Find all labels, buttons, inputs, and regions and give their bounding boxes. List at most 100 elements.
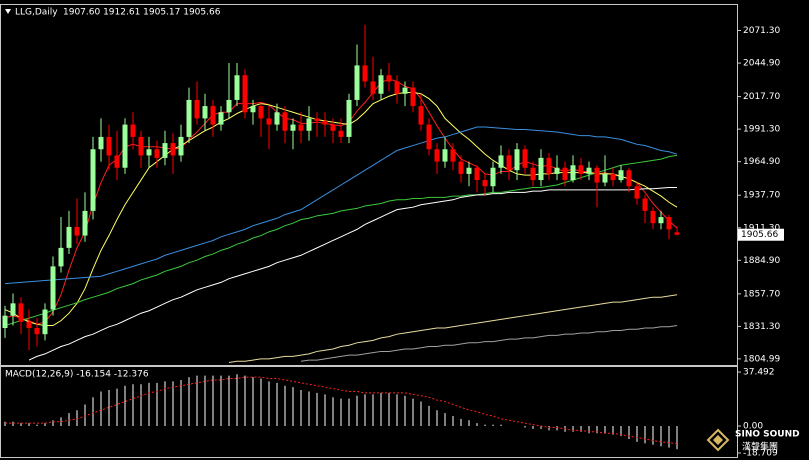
y-tick-label: 1911.30: [743, 223, 780, 233]
candle-body: [450, 149, 456, 162]
y-tick-label: 2071.30: [743, 26, 780, 36]
candle-body: [634, 186, 640, 199]
y-tick-label: 1937.70: [743, 191, 780, 201]
y-tick-label: 1964.90: [743, 157, 780, 167]
candle-body: [426, 124, 432, 150]
candle-body: [194, 99, 200, 119]
candle-body: [162, 143, 168, 158]
candle-body: [490, 167, 496, 187]
candle-body: [98, 136, 104, 150]
candle-body: [602, 173, 608, 183]
candle-body: [202, 106, 208, 119]
candle-body: [258, 106, 264, 119]
candle-body: [138, 136, 144, 156]
signal-line: [5, 376, 678, 445]
ohlc-header: 1907.60 1912.61 1905.17 1905.66: [63, 8, 221, 18]
candle-body: [370, 81, 376, 94]
candle-body: [346, 99, 352, 137]
last-price-box: [738, 228, 784, 241]
candle-body: [26, 321, 32, 329]
candle-body: [10, 303, 16, 316]
moving-average: [228, 294, 678, 364]
candle-body: [674, 232, 680, 235]
macd-title: MACD(12,26,9) -16.154 -12.376: [5, 370, 149, 380]
candle-body: [594, 167, 600, 183]
moving-average: [28, 186, 677, 361]
candle-body: [474, 167, 480, 181]
candle-body: [170, 143, 176, 156]
candle-body: [274, 112, 280, 125]
candle-body: [546, 157, 552, 174]
y-tick-label: 1831.30: [743, 322, 780, 332]
candle-body: [130, 124, 136, 137]
y-tick-label: 1804.99: [743, 354, 780, 364]
candle-body: [178, 136, 184, 156]
candle-body: [66, 226, 72, 248]
candle-body: [338, 130, 344, 137]
candle-body: [266, 118, 272, 125]
candle-body: [458, 161, 464, 174]
y-tick-label: -18.709: [743, 448, 778, 458]
watermark-subtitle: 漢聲集團: [742, 441, 778, 453]
candle-body: [226, 99, 232, 113]
candle-body: [554, 167, 560, 174]
candle-body: [146, 149, 152, 156]
price-panel-frame: [0, 4, 738, 366]
candle-body: [650, 210, 656, 224]
candle-body: [106, 136, 112, 156]
candle-body: [306, 118, 312, 131]
candle-body: [410, 87, 416, 107]
candle-body: [234, 75, 240, 100]
candle-body: [642, 198, 648, 211]
candle-body: [250, 106, 256, 113]
candle-body: [586, 167, 592, 174]
candle-body: [570, 165, 576, 181]
y-tick-label: 1857.70: [743, 289, 780, 299]
macd-panel-frame: [0, 366, 738, 458]
moving-average: [300, 325, 678, 362]
candle-body: [562, 167, 568, 181]
candle-body: [658, 217, 664, 224]
y-tick-label: 2017.70: [743, 92, 780, 102]
candle-body: [434, 149, 440, 162]
candle-body: [18, 303, 24, 322]
candle-body: [186, 99, 192, 137]
y-tick-label: 0.00: [743, 422, 763, 432]
candle-body: [386, 75, 392, 82]
moving-average: [4, 126, 678, 285]
candle-body: [498, 155, 504, 168]
candle-body: [218, 112, 224, 125]
y-tick-label: 1884.90: [743, 256, 780, 266]
candle-body: [82, 210, 88, 236]
candle-body: [666, 217, 672, 230]
candle-body: [522, 149, 528, 168]
y-tick-label: 1991.30: [743, 125, 780, 135]
symbol-title: LLG,Daily: [15, 8, 58, 18]
candle-body: [210, 106, 216, 125]
candle-body: [282, 112, 288, 131]
candle-body: [34, 328, 40, 335]
candle-body: [402, 87, 408, 94]
candle-body: [618, 170, 624, 181]
y-tick-label: 2044.90: [743, 59, 780, 69]
candle-body: [442, 149, 448, 162]
candle-body: [290, 124, 296, 131]
candle-body: [378, 75, 384, 94]
candle-body: [114, 155, 120, 168]
candle-body: [514, 149, 520, 171]
candle-body: [506, 155, 512, 171]
candle-body: [90, 149, 96, 211]
y-tick-label: 37.492: [743, 368, 775, 378]
candle-body: [122, 124, 128, 168]
candle-body: [578, 165, 584, 174]
candle-body: [50, 266, 56, 310]
candle-body: [610, 173, 616, 181]
candle-body: [330, 124, 336, 131]
candle-body: [298, 124, 304, 131]
candle-body: [538, 157, 544, 181]
menu-arrow: [5, 9, 11, 14]
candle-body: [466, 167, 472, 174]
